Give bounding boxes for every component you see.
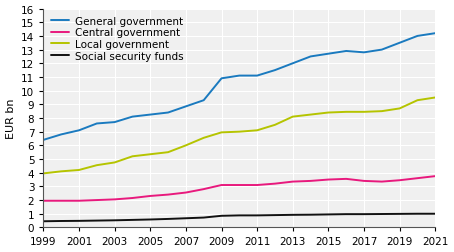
Social security funds <box>272 214 278 217</box>
Local government <box>415 99 420 102</box>
Local government <box>165 151 171 154</box>
General government <box>59 133 64 136</box>
Line: Central government: Central government <box>44 176 435 201</box>
Social security funds <box>130 218 135 222</box>
Social security funds <box>237 214 242 217</box>
Local government <box>59 170 64 173</box>
Local government <box>344 111 349 114</box>
General government <box>379 49 385 52</box>
Local government <box>41 172 46 175</box>
Social security funds <box>254 214 260 217</box>
Social security funds <box>76 219 82 223</box>
Central government <box>59 199 64 202</box>
Social security funds <box>326 213 331 216</box>
Central government <box>272 182 278 185</box>
General government <box>415 35 420 38</box>
Social security funds <box>41 220 46 223</box>
General government <box>41 139 46 142</box>
Line: Social security funds: Social security funds <box>44 214 435 222</box>
Social security funds <box>148 218 153 221</box>
Local government <box>326 112 331 115</box>
General government <box>344 50 349 53</box>
Social security funds <box>94 219 99 222</box>
Central government <box>254 184 260 187</box>
Local government <box>148 153 153 156</box>
General government <box>201 99 207 102</box>
General government <box>254 75 260 78</box>
Central government <box>308 180 313 183</box>
General government <box>94 122 99 125</box>
General government <box>272 69 278 72</box>
General government <box>326 53 331 56</box>
General government <box>148 114 153 117</box>
Local government <box>433 97 438 100</box>
General government <box>219 78 224 81</box>
Social security funds <box>379 213 385 216</box>
Central government <box>41 199 46 202</box>
Central government <box>344 178 349 181</box>
Central government <box>201 188 207 191</box>
Local government <box>130 155 135 158</box>
Central government <box>361 180 367 183</box>
Y-axis label: EUR bn: EUR bn <box>5 98 15 139</box>
Central government <box>397 179 402 182</box>
Central government <box>76 199 82 202</box>
Central government <box>130 197 135 200</box>
General government <box>76 129 82 132</box>
General government <box>165 112 171 115</box>
General government <box>237 75 242 78</box>
Local government <box>397 107 402 110</box>
Social security funds <box>290 213 296 216</box>
Social security funds <box>397 212 402 215</box>
Social security funds <box>183 217 188 220</box>
Central government <box>183 191 188 194</box>
Line: General government: General government <box>44 34 435 140</box>
Local government <box>379 110 385 113</box>
Local government <box>201 137 207 140</box>
General government <box>183 105 188 108</box>
Central government <box>165 193 171 196</box>
Local government <box>94 164 99 167</box>
Local government <box>183 144 188 147</box>
General government <box>397 42 402 45</box>
Social security funds <box>112 219 118 222</box>
General government <box>433 33 438 36</box>
Social security funds <box>201 216 207 219</box>
Social security funds <box>308 213 313 216</box>
Line: Local government: Local government <box>44 98 435 174</box>
General government <box>361 52 367 55</box>
Local government <box>112 161 118 164</box>
Legend: General government, Central government, Local government, Social security funds: General government, Central government, … <box>48 14 187 65</box>
Central government <box>94 199 99 202</box>
Local government <box>219 131 224 134</box>
Central government <box>148 195 153 198</box>
Central government <box>112 198 118 201</box>
Social security funds <box>59 219 64 223</box>
Local government <box>308 114 313 117</box>
Central government <box>219 184 224 187</box>
Local government <box>254 129 260 132</box>
Social security funds <box>344 213 349 216</box>
Local government <box>237 131 242 134</box>
Social security funds <box>361 213 367 216</box>
Central government <box>379 180 385 183</box>
Central government <box>433 175 438 178</box>
Local government <box>290 116 296 119</box>
General government <box>112 121 118 124</box>
General government <box>308 56 313 59</box>
Central government <box>326 178 331 181</box>
General government <box>130 116 135 119</box>
Central government <box>237 184 242 187</box>
Central government <box>415 177 420 180</box>
Local government <box>76 169 82 172</box>
General government <box>290 62 296 66</box>
Social security funds <box>415 212 420 215</box>
Local government <box>361 111 367 114</box>
Social security funds <box>165 217 171 220</box>
Social security funds <box>433 212 438 215</box>
Local government <box>272 124 278 127</box>
Central government <box>290 180 296 183</box>
Social security funds <box>219 214 224 217</box>
